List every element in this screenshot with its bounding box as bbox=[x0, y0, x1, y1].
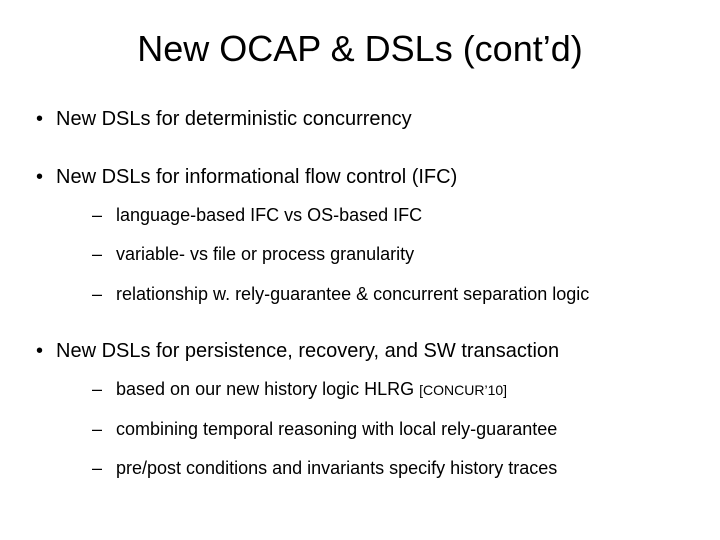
sub-bullet-item: based on our new history logic HLRG [CON… bbox=[56, 378, 690, 401]
sub-bullet-item: relationship w. rely-guarantee & concurr… bbox=[56, 283, 690, 306]
bullet-text: New DSLs for informational flow control … bbox=[56, 166, 457, 188]
sub-bullet-text: based on our new history logic HLRG bbox=[116, 379, 419, 399]
bullet-item: New DSLs for deterministic concurrency bbox=[30, 106, 690, 132]
sub-bullet-text: variable- vs file or process granularity bbox=[116, 244, 414, 264]
sub-bullet-item: combining temporal reasoning with local … bbox=[56, 418, 690, 441]
sub-bullet-text: combining temporal reasoning with local … bbox=[116, 419, 557, 439]
sub-bullet-item: language-based IFC vs OS-based IFC bbox=[56, 204, 690, 227]
sub-bullet-item: pre/post conditions and invariants speci… bbox=[56, 457, 690, 480]
slide: New OCAP & DSLs (cont’d) New DSLs for de… bbox=[0, 0, 720, 540]
bullet-text: New DSLs for deterministic concurrency bbox=[56, 108, 412, 130]
sub-bullet-text: relationship w. rely-guarantee & concurr… bbox=[116, 284, 589, 304]
citation-text: [CONCUR’10] bbox=[419, 382, 507, 398]
sub-bullet-text: pre/post conditions and invariants speci… bbox=[116, 458, 557, 478]
slide-title: New OCAP & DSLs (cont’d) bbox=[30, 28, 690, 70]
bullet-list-level1: New DSLs for deterministic concurrency N… bbox=[30, 106, 690, 480]
bullet-item: New DSLs for informational flow control … bbox=[30, 164, 690, 306]
sub-bullet-text: language-based IFC vs OS-based IFC bbox=[116, 205, 422, 225]
bullet-list-level2: language-based IFC vs OS-based IFC varia… bbox=[56, 204, 690, 306]
bullet-item: New DSLs for persistence, recovery, and … bbox=[30, 338, 690, 480]
bullet-list-level2: based on our new history logic HLRG [CON… bbox=[56, 378, 690, 480]
sub-bullet-item: variable- vs file or process granularity bbox=[56, 243, 690, 266]
bullet-text: New DSLs for persistence, recovery, and … bbox=[56, 340, 559, 362]
